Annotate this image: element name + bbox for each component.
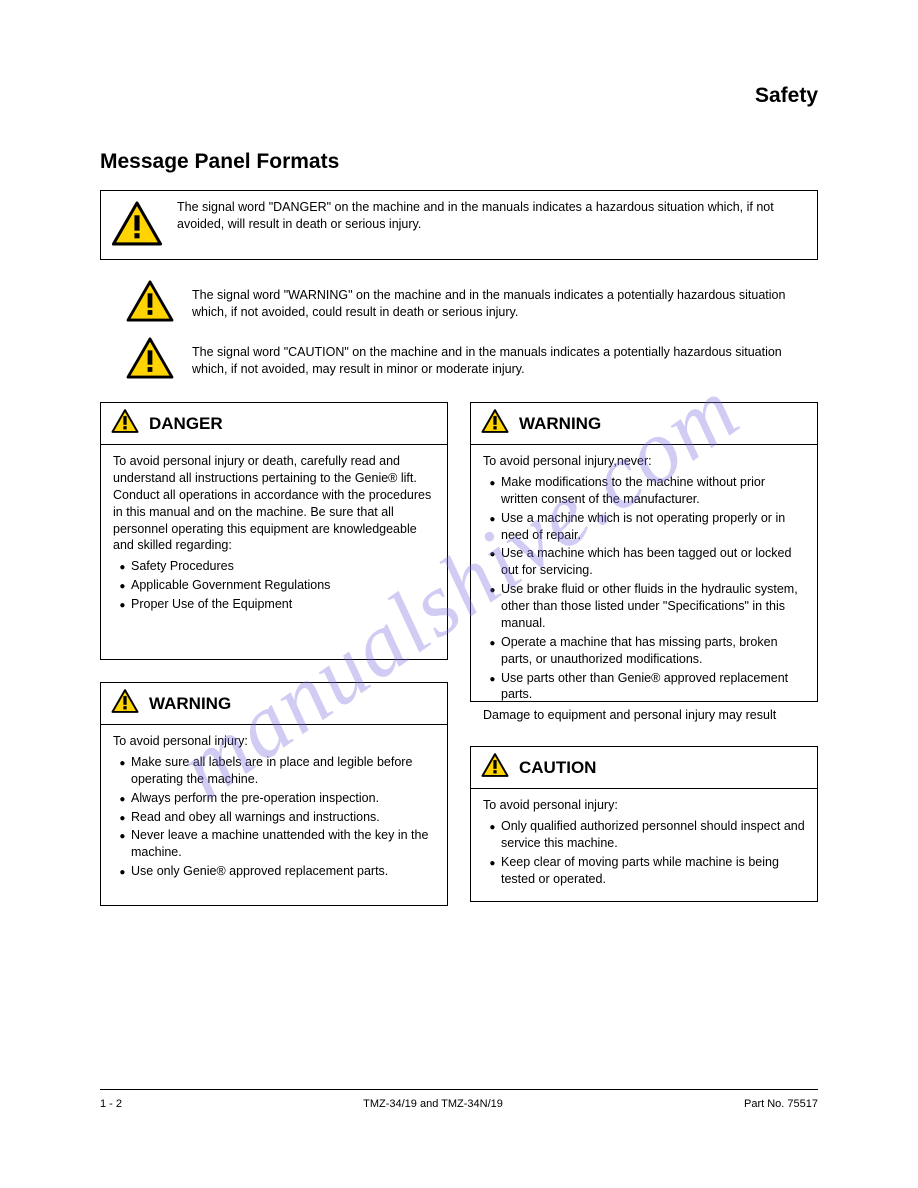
callout-list: Make sure all labels are in place and le… — [113, 754, 435, 880]
callout-header: WARNING — [101, 683, 447, 725]
left-column: DANGER To avoid personal injury or death… — [100, 402, 448, 928]
callout-bullet: Make sure all labels are in place and le… — [131, 754, 435, 788]
callout-bullet: Applicable Government Regulations — [131, 577, 435, 594]
callout-caution: CAUTION To avoid personal injury: Only q… — [470, 746, 818, 902]
callout-list: Only qualified authorized personnel shou… — [483, 818, 805, 888]
manual-page: manualshive.com Safety Message Panel For… — [0, 0, 918, 1188]
right-column: WARNING To avoid personal injury,never: … — [470, 402, 818, 928]
callout-bullet: Keep clear of moving parts while machine… — [501, 854, 805, 888]
footer-product-name: TMZ-34/19 and TMZ-34N/19 — [363, 1098, 503, 1110]
definition-row-caution: The signal word "CAUTION" on the machine… — [126, 337, 818, 384]
callout-level: CAUTION — [519, 758, 596, 778]
warning-triangle-icon — [111, 199, 163, 251]
callout-bullet: Safety Procedures — [131, 558, 435, 575]
section-heading: Message Panel Formats — [100, 150, 339, 174]
callout-header: WARNING — [471, 403, 817, 445]
callout-bullet: Only qualified authorized personnel shou… — [501, 818, 805, 852]
callout-bullet: Use only Genie® approved replacement par… — [131, 863, 435, 880]
content-region: The signal word "DANGER" on the machine … — [100, 190, 818, 928]
callout-list: Safety Procedures Applicable Government … — [113, 558, 435, 613]
definition-text: The signal word "CAUTION" on the machine… — [192, 344, 818, 378]
callout-bullet: Proper Use of the Equipment — [131, 596, 435, 613]
footer-page-number: 1 - 2 — [100, 1098, 122, 1110]
page-header: Safety — [755, 84, 818, 108]
warning-triangle-icon — [481, 409, 509, 438]
callout-tail: Damage to equipment and personal injury … — [483, 707, 805, 724]
callout-bullet: Use brake fluid or other fluids in the h… — [501, 581, 805, 632]
warning-triangle-icon — [111, 409, 139, 438]
callout-bullet: Always perform the pre-operation inspect… — [131, 790, 435, 807]
callout-body: To avoid personal injury,never: Make mod… — [471, 445, 817, 734]
definition-row-warning: The signal word "WARNING" on the machine… — [126, 280, 818, 327]
callout-bullet: Never leave a machine unattended with th… — [131, 827, 435, 861]
callout-lead: To avoid personal injury: — [113, 733, 435, 750]
warning-triangle-icon — [111, 689, 139, 718]
warning-triangle-icon — [481, 753, 509, 782]
callout-header: CAUTION — [471, 747, 817, 789]
callout-body: To avoid personal injury or death, caref… — [101, 445, 447, 627]
callout-columns: DANGER To avoid personal injury or death… — [100, 402, 818, 928]
callout-bullet: Read and obey all warnings and instructi… — [131, 809, 435, 826]
callout-lead: To avoid personal injury or death, caref… — [113, 453, 435, 554]
callout-bullet: Use parts other than Genie® approved rep… — [501, 670, 805, 704]
callout-level: DANGER — [149, 414, 223, 434]
callout-warning: WARNING To avoid personal injury: Make s… — [100, 682, 448, 906]
definition-text: The signal word "WARNING" on the machine… — [192, 287, 818, 321]
warning-triangle-icon — [126, 337, 174, 384]
callout-body: To avoid personal injury: Make sure all … — [101, 725, 447, 894]
callout-body: To avoid personal injury: Only qualified… — [471, 789, 817, 901]
intro-danger-text: The signal word "DANGER" on the machine … — [177, 199, 807, 233]
callout-warning: WARNING To avoid personal injury,never: … — [470, 402, 818, 702]
callout-bullet: Use a machine which is not operating pro… — [501, 510, 805, 544]
callout-bullet: Operate a machine that has missing parts… — [501, 634, 805, 668]
callout-danger: DANGER To avoid personal injury or death… — [100, 402, 448, 660]
callout-bullet: Use a machine which has been tagged out … — [501, 545, 805, 579]
warning-triangle-icon — [126, 280, 174, 327]
page-footer: 1 - 2 TMZ-34/19 and TMZ-34N/19 Part No. … — [100, 1089, 818, 1110]
callout-lead: To avoid personal injury,never: — [483, 453, 805, 470]
callout-lead: To avoid personal injury: — [483, 797, 805, 814]
callout-level: WARNING — [519, 414, 601, 434]
callout-list: Make modifications to the machine withou… — [483, 474, 805, 703]
callout-level: WARNING — [149, 694, 231, 714]
footer-part-number: Part No. 75517 — [744, 1098, 818, 1110]
callout-header: DANGER — [101, 403, 447, 445]
callout-bullet: Make modifications to the machine withou… — [501, 474, 805, 508]
intro-danger-box: The signal word "DANGER" on the machine … — [100, 190, 818, 260]
